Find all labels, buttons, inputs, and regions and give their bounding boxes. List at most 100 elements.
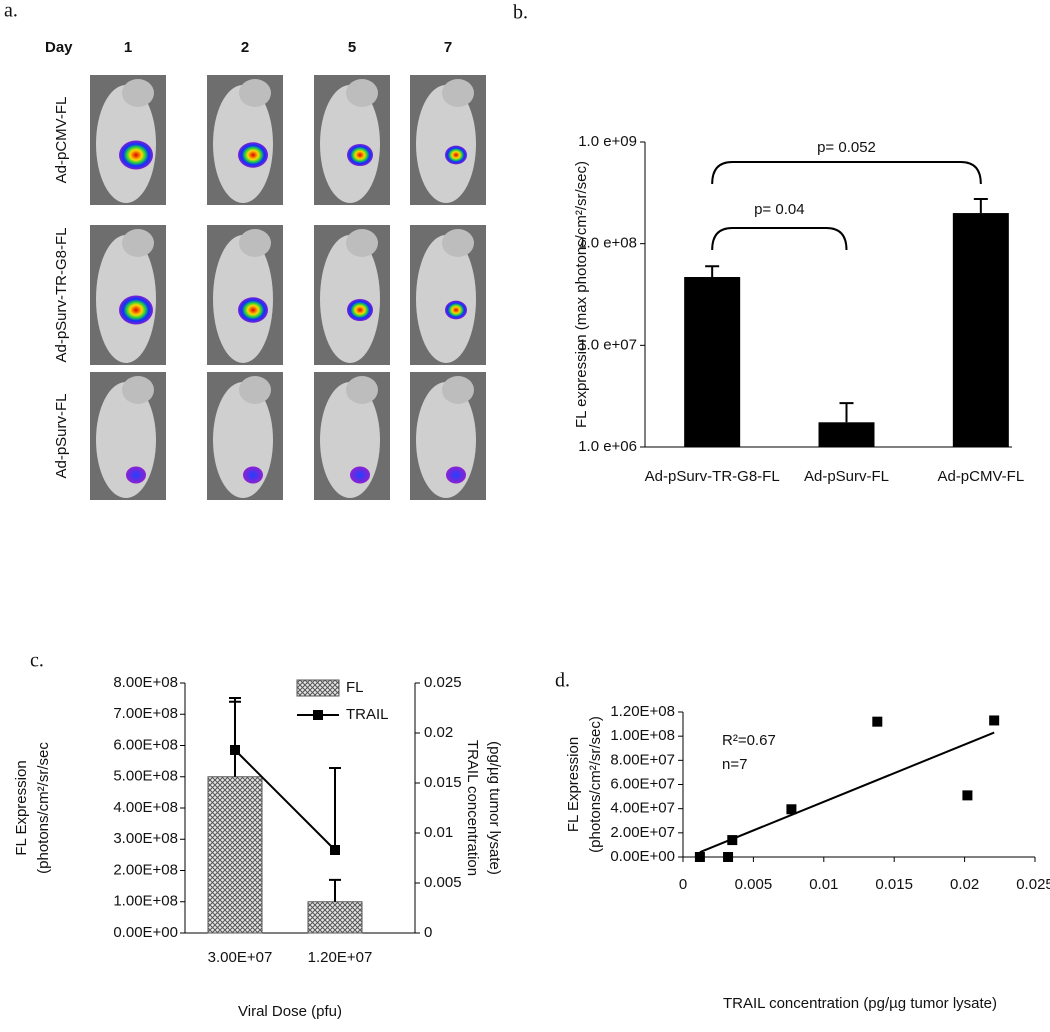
y-tick-label: 8.00E+07 <box>610 751 675 768</box>
mouse-head <box>346 376 378 404</box>
y-tick-label: 1.20E+08 <box>610 703 675 720</box>
mouse-head <box>122 376 154 404</box>
point <box>786 804 797 815</box>
line <box>234 749 336 851</box>
x-tick-label: 0.015 <box>875 876 913 893</box>
y-axis-label: FL expression (max photons/cm²/sr/sec) <box>573 161 590 428</box>
marker <box>230 745 240 755</box>
y2-tick-label: 0.005 <box>424 874 462 891</box>
y-axis-label: (photons/cm²/sr/sec <box>35 742 52 874</box>
row-label: Ad-pSurv-TR-G8-FL <box>53 227 70 362</box>
x-tick-label: 0.005 <box>735 876 773 893</box>
mouse-head <box>239 376 271 404</box>
signal <box>446 466 466 484</box>
signal <box>350 466 370 484</box>
x-axis-label: Viral Dose (pfu) <box>238 1003 342 1020</box>
signal <box>238 297 268 323</box>
x-tick-label: 1.20E+07 <box>308 949 373 966</box>
y-tick-label: 6.00E+08 <box>113 736 178 753</box>
bar <box>207 776 263 934</box>
day-label: 7 <box>444 39 452 56</box>
bar <box>684 277 741 447</box>
x-tick-label: 3.00E+07 <box>208 949 273 966</box>
row-label: Ad-pCMV-FL <box>53 97 70 184</box>
annotation: p= 0.052 <box>817 139 876 156</box>
y2-tick-label: 0.025 <box>424 674 462 691</box>
panel-label: d. <box>555 670 570 692</box>
y-tick-label: 0.00E+00 <box>610 848 675 865</box>
point <box>727 835 738 846</box>
y2-tick-label: 0 <box>424 924 432 941</box>
y-axis-label: FL Expression <box>565 737 582 832</box>
x-tick-label: 0.025 <box>1016 876 1050 893</box>
y-tick-label: 4.00E+07 <box>610 800 675 817</box>
x-tick-label: 0 <box>679 876 687 893</box>
x-axis-label: TRAIL concentration (pg/µg tumor lysate) <box>723 995 997 1012</box>
mouse-head <box>442 79 474 107</box>
signal <box>238 142 268 168</box>
mouse-head <box>122 79 154 107</box>
signal <box>347 143 373 167</box>
mouse-head <box>442 229 474 257</box>
y-tick-label: 2.00E+08 <box>113 861 178 878</box>
point <box>989 715 1000 726</box>
y-tick-label: 3.00E+08 <box>113 830 178 847</box>
y-tick-label: 0.00E+00 <box>113 924 178 941</box>
y2-axis-label: (pg/µg tumor lysate) <box>486 741 503 875</box>
mouse-body <box>213 85 273 203</box>
mouse-head <box>442 376 474 404</box>
signal <box>445 300 467 320</box>
annotation: p= 0.04 <box>754 201 804 218</box>
trendline <box>699 731 995 854</box>
y-tick-label: 8.00E+08 <box>113 674 178 691</box>
y2-tick-label: 0.02 <box>424 724 453 741</box>
marker <box>330 845 340 855</box>
y-tick-label: 4.00E+08 <box>113 799 178 816</box>
y-axis-label: FL Expression <box>13 760 30 855</box>
y-tick-label: 5.00E+08 <box>113 768 178 785</box>
bracket <box>711 161 982 185</box>
mouse-head <box>239 79 271 107</box>
mouse-body <box>416 235 476 363</box>
x-tick-label: Ad-pSurv-FL <box>804 468 889 485</box>
y-tick-label: 1.00E+08 <box>113 893 178 910</box>
y2-axis-label: TRAIL concentration <box>464 740 481 876</box>
day-label: 2 <box>241 39 249 56</box>
mouse-body <box>320 235 380 363</box>
point <box>872 716 883 727</box>
signal <box>119 295 153 325</box>
y2-tick-label: 0.015 <box>424 774 462 791</box>
panel-label: b. <box>513 2 528 24</box>
legend-swatch <box>296 679 340 697</box>
y-tick-label: 1.0 e+09 <box>578 133 637 150</box>
signal <box>243 466 263 484</box>
mouse-head <box>122 229 154 257</box>
y-tick-label: 1.00E+08 <box>610 727 675 744</box>
x-tick-label: 0.01 <box>809 876 838 893</box>
bracket <box>711 227 848 251</box>
y-tick-label: 7.00E+08 <box>113 705 178 722</box>
panel-label: a. <box>4 0 18 22</box>
x-tick-label: Ad-pSurv-TR-G8-FL <box>645 468 780 485</box>
annotation: R²=0.67 <box>722 732 776 749</box>
signal <box>445 145 467 165</box>
point <box>694 852 705 862</box>
legend-marker <box>313 710 323 720</box>
mouse-head <box>239 229 271 257</box>
day-header: Day <box>45 39 73 56</box>
error-bar <box>329 878 341 902</box>
bar <box>952 213 1009 447</box>
signal <box>119 140 153 170</box>
legend-label: FL <box>346 679 364 696</box>
y2-tick-label: 0.01 <box>424 824 453 841</box>
y-tick-label: 2.00E+07 <box>610 824 675 841</box>
bar <box>818 422 875 447</box>
y-tick-label: 6.00E+07 <box>610 775 675 792</box>
signal <box>347 298 373 322</box>
legend-label: TRAIL <box>346 706 389 723</box>
point <box>723 852 734 862</box>
mouse-body <box>320 85 380 203</box>
panel-label: c. <box>30 650 44 672</box>
bar <box>307 901 363 934</box>
